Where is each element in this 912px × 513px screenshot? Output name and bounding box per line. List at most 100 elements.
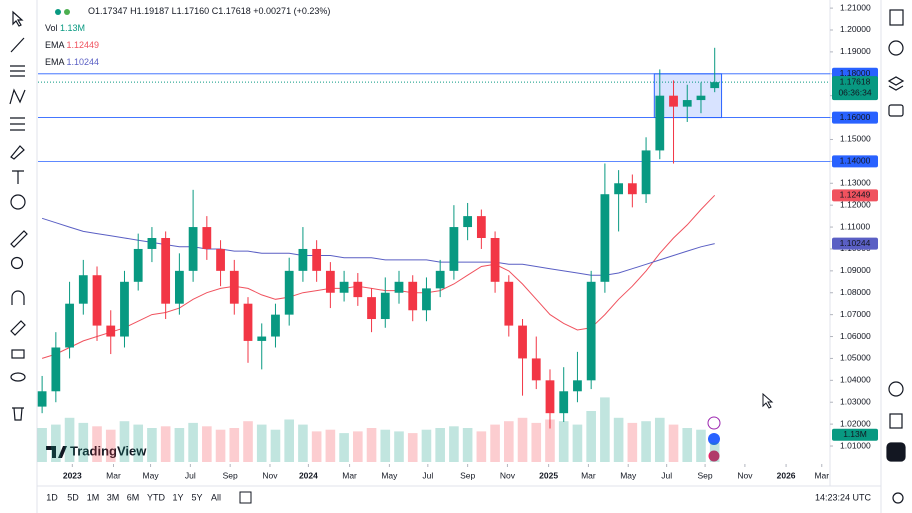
watchlist-button[interactable] bbox=[889, 9, 904, 26]
candle-body bbox=[627, 183, 637, 195]
ema-badge-label: 1.10244 bbox=[840, 238, 871, 248]
volume-bar bbox=[215, 429, 226, 462]
change-value: +0.00271 (+0.23%) bbox=[253, 6, 330, 16]
volume-bar bbox=[325, 429, 336, 462]
stay-drawing-tool[interactable] bbox=[10, 320, 26, 336]
range-button[interactable]: 1Y bbox=[172, 492, 183, 502]
volume-bar bbox=[627, 422, 638, 462]
y-tick-label: 1.12000 bbox=[840, 199, 871, 209]
volume-bar bbox=[188, 422, 198, 462]
candle-body bbox=[51, 347, 61, 392]
price-badge-label: 1.17618 bbox=[840, 76, 871, 86]
price-badge bbox=[832, 76, 878, 101]
y-tick-label: 1.19000 bbox=[840, 46, 871, 56]
legend: O1.17347 H1.19187 L1.17160 C1.17618 +0.0… bbox=[45, 6, 330, 67]
ema-legend: EMA 1.12449 bbox=[45, 40, 99, 50]
range-button[interactable]: All bbox=[211, 492, 221, 502]
candle-body bbox=[312, 248, 322, 271]
volume-bar bbox=[586, 411, 596, 462]
y-tick-label: 1.20000 bbox=[840, 24, 871, 34]
volume-bar bbox=[366, 428, 377, 462]
brush-tool[interactable] bbox=[10, 145, 25, 160]
text-tool[interactable] bbox=[12, 170, 24, 184]
ema-line bbox=[41, 194, 716, 359]
candle-body bbox=[559, 391, 569, 414]
layers-button[interactable] bbox=[887, 76, 905, 91]
fib-tool[interactable] bbox=[10, 65, 25, 77]
volume-bar bbox=[147, 428, 157, 462]
trendline-tool[interactable] bbox=[10, 37, 25, 53]
hline-badge-label: 1.18000 bbox=[840, 68, 871, 78]
range-button[interactable]: 1M bbox=[87, 492, 100, 502]
bottom-toolbar: 1D 5D 1M 3M 6M YTD 1Y 5Y All bbox=[46, 492, 221, 502]
magnet-tool[interactable] bbox=[11, 290, 25, 305]
volume-bar bbox=[353, 431, 363, 462]
candle-body bbox=[120, 281, 129, 337]
lock-tool[interactable] bbox=[11, 349, 25, 359]
calendar-button[interactable] bbox=[889, 413, 903, 429]
ohlc-value: 1.17347 bbox=[95, 6, 128, 16]
zoom-tool[interactable] bbox=[10, 256, 24, 270]
volume-bar bbox=[545, 419, 555, 462]
x-tick-label: Mar bbox=[342, 470, 357, 480]
ruler-tool[interactable] bbox=[10, 230, 28, 248]
y-tick-label: 1.04000 bbox=[840, 375, 871, 385]
countdown-label: 06:36:34 bbox=[838, 87, 871, 97]
x-tick-label: 2025 bbox=[539, 470, 558, 480]
ema-value: 1.12449 bbox=[67, 40, 100, 50]
target-button[interactable] bbox=[888, 381, 904, 397]
candle-body bbox=[65, 303, 74, 348]
range-button[interactable]: 6M bbox=[127, 492, 140, 502]
date-range-button[interactable] bbox=[239, 491, 252, 504]
pattern-tool[interactable] bbox=[9, 88, 26, 105]
candle-body bbox=[655, 95, 665, 151]
range-button[interactable]: 5Y bbox=[191, 492, 202, 502]
hline-badge-label: 1.16000 bbox=[840, 112, 871, 122]
candle-body bbox=[476, 216, 486, 239]
price-axis: 1.01000 1.02000 1.03000 1.04000 1.05000 1.060… bbox=[63, 2, 878, 480]
visibility-tool[interactable] bbox=[10, 372, 26, 382]
brand-name: TradingView bbox=[70, 443, 147, 458]
candle-body bbox=[78, 275, 88, 304]
y-tick-label: 1.06000 bbox=[840, 331, 871, 341]
right-toolbar bbox=[886, 9, 906, 504]
x-tick-label: Sep bbox=[698, 470, 713, 480]
candle-body bbox=[463, 216, 473, 228]
range-button[interactable]: 1D bbox=[46, 492, 58, 502]
candle-body bbox=[394, 281, 404, 293]
volume-bar bbox=[517, 417, 528, 462]
candle-body bbox=[449, 227, 459, 271]
projection-tool[interactable] bbox=[10, 117, 25, 131]
volume-bar bbox=[160, 426, 171, 462]
range-button[interactable]: YTD bbox=[147, 492, 166, 502]
candle-body bbox=[202, 227, 212, 249]
ohlc-value: 1.19187 bbox=[137, 6, 170, 16]
ema-legend: EMA 1.10244 bbox=[45, 57, 99, 67]
volume-badge bbox=[832, 428, 878, 441]
candle-body bbox=[600, 194, 610, 282]
hline-badge bbox=[832, 155, 878, 168]
candle-body bbox=[573, 380, 582, 392]
volume-bar bbox=[51, 424, 61, 462]
volume-bar bbox=[394, 431, 404, 462]
emoji-tool[interactable] bbox=[10, 194, 26, 210]
delete-tool[interactable] bbox=[12, 407, 24, 421]
event-icon[interactable] bbox=[708, 433, 720, 445]
volume-bar bbox=[78, 422, 89, 462]
settings-button[interactable] bbox=[892, 492, 904, 504]
chat-button[interactable] bbox=[888, 104, 904, 117]
range-button[interactable]: 3M bbox=[107, 492, 120, 502]
candle-body bbox=[518, 325, 527, 359]
cursor-tool[interactable] bbox=[12, 10, 24, 27]
candle-body bbox=[339, 281, 349, 293]
alerts-button[interactable] bbox=[888, 40, 904, 56]
x-tick-label: Jul bbox=[185, 470, 196, 480]
range-button[interactable]: 5D bbox=[67, 492, 79, 502]
event-icon[interactable] bbox=[707, 449, 721, 463]
event-icon[interactable] bbox=[707, 416, 721, 430]
apps-button[interactable] bbox=[886, 442, 906, 462]
volume-bar bbox=[380, 429, 391, 462]
x-tick-label: Jul bbox=[661, 470, 672, 480]
y-tick-label: 1.05000 bbox=[840, 353, 871, 363]
candle-body bbox=[216, 248, 225, 271]
